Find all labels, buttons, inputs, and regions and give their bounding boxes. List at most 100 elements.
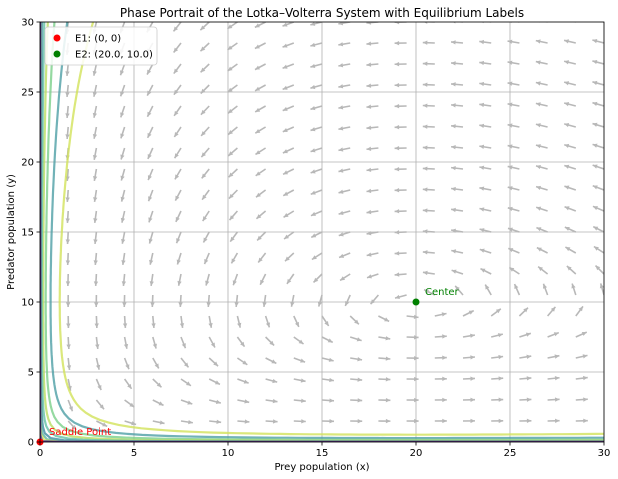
flow-arrow-head <box>366 125 372 130</box>
orbit-line <box>40 22 604 442</box>
flow-arrow-head <box>394 61 400 67</box>
flow-arrow-head <box>147 69 152 75</box>
flow-arrow-head <box>394 272 400 277</box>
flow-arrow-head <box>497 333 503 338</box>
flow-arrow-head <box>345 300 350 306</box>
flow-arrow-head <box>310 169 316 174</box>
flow-arrow-head <box>120 112 125 118</box>
flow-arrow-head <box>508 248 514 253</box>
flow-arrow-head <box>367 274 372 279</box>
flow-arrow-head <box>592 39 598 44</box>
flow-arrow-head <box>258 257 263 263</box>
legend: E1: (0, 0) E2: (20.0, 10.0) <box>44 26 158 66</box>
flow-arrow-head <box>495 308 501 314</box>
y-tick-label: 30 <box>21 18 34 29</box>
flow-arrow-head <box>244 419 250 424</box>
flow-arrow-head <box>422 208 428 213</box>
flow-arrow-head <box>610 332 615 336</box>
flow-arrow-head <box>394 22 400 25</box>
flow-arrow-head <box>310 84 316 90</box>
flow-arrow-head <box>282 43 288 48</box>
flow-arrow-head <box>272 398 278 404</box>
flow-arrow-head <box>150 302 155 307</box>
flow-arrow-head <box>554 354 560 359</box>
flow-arrow-head <box>208 322 213 328</box>
flow-arrow-head <box>451 249 457 254</box>
flow-arrow-head <box>95 344 100 349</box>
flow-arrow-head <box>310 127 316 132</box>
flow-arrow-head <box>470 376 475 381</box>
flow-arrow-head <box>611 419 616 423</box>
flow-arrow-head <box>202 194 207 200</box>
flow-arrow-head <box>422 229 428 234</box>
flow-arrow-head <box>93 281 99 286</box>
flow-arrow-head <box>174 174 180 180</box>
flow-arrow-head <box>310 148 316 153</box>
flow-arrow-head <box>535 39 541 44</box>
flow-arrow <box>603 336 604 337</box>
flow-arrow-head <box>564 164 570 169</box>
flow-arrow-head <box>479 123 485 129</box>
flow-arrow-head <box>298 339 304 345</box>
flow-arrow-head <box>94 323 99 328</box>
flow-arrow-head <box>507 186 513 191</box>
flow-arrow-head <box>536 206 542 211</box>
flow-arrow-head <box>394 251 400 256</box>
flow-arrow-head <box>526 397 532 402</box>
flow-arrow-head <box>327 338 333 343</box>
orbit-line <box>42 22 604 442</box>
flow-arrow-head <box>329 377 334 383</box>
flow-arrow-head <box>282 22 288 27</box>
flow-arrow-head <box>147 132 152 138</box>
flow-arrow-head <box>451 145 456 150</box>
flow-arrow-head <box>564 226 570 231</box>
flow-arrow-head <box>468 310 474 315</box>
flow-arrow-head <box>93 239 98 244</box>
flow-arrow-head <box>535 60 541 65</box>
flow-arrow-head <box>338 42 344 47</box>
orbit-line <box>40 22 604 442</box>
y-axis-ticks: 0 5 10 15 20 25 30 <box>21 18 40 449</box>
flow-arrow-head <box>592 206 598 211</box>
flow-arrow-head <box>451 40 456 45</box>
flow-arrow-head <box>228 193 234 199</box>
flow-arrow-head <box>455 285 460 291</box>
flow-arrow-head <box>338 189 344 194</box>
flow-arrow-head <box>564 185 570 190</box>
flow-arrow-head <box>479 60 485 66</box>
flow-arrow <box>603 314 604 316</box>
flow-arrow-head <box>201 152 206 158</box>
flow-arrow-head <box>564 39 569 44</box>
flow-arrow-head <box>366 22 372 25</box>
x-axis-ticks: 0 5 10 15 20 25 30 <box>37 442 610 459</box>
flow-arrow-head <box>507 102 513 107</box>
vector-field <box>40 22 616 442</box>
flow-arrow-head <box>201 131 206 136</box>
x-tick-label: 10 <box>222 448 235 459</box>
flow-arrow-head <box>215 399 221 405</box>
flow-arrow-head <box>479 102 485 108</box>
flow-arrow-head <box>120 133 125 139</box>
flow-arrow-head <box>92 133 98 139</box>
flow-arrow-head <box>310 42 316 47</box>
flow-arrow-head <box>175 195 180 201</box>
orbit-line <box>40 22 604 442</box>
flow-arrow-head <box>470 397 475 402</box>
flow-arrow-head <box>564 81 570 86</box>
flow-arrow-head <box>564 206 570 211</box>
flow-arrow-head <box>507 123 513 128</box>
legend-marker <box>53 50 61 58</box>
flow-arrow-head <box>564 122 570 128</box>
flow-arrow-head <box>442 397 447 403</box>
flow-arrow-head <box>227 66 233 72</box>
flow-arrow <box>600 22 604 23</box>
flow-arrow-head <box>65 260 71 265</box>
flow-arrow-head <box>564 60 570 65</box>
flow-arrow-head <box>66 365 72 370</box>
flow-arrow-head <box>385 336 391 341</box>
flow-arrow-head <box>422 40 428 45</box>
flow-arrow-head <box>282 85 288 90</box>
flow-arrow-head <box>290 301 295 307</box>
flow-arrow-head <box>257 235 262 241</box>
